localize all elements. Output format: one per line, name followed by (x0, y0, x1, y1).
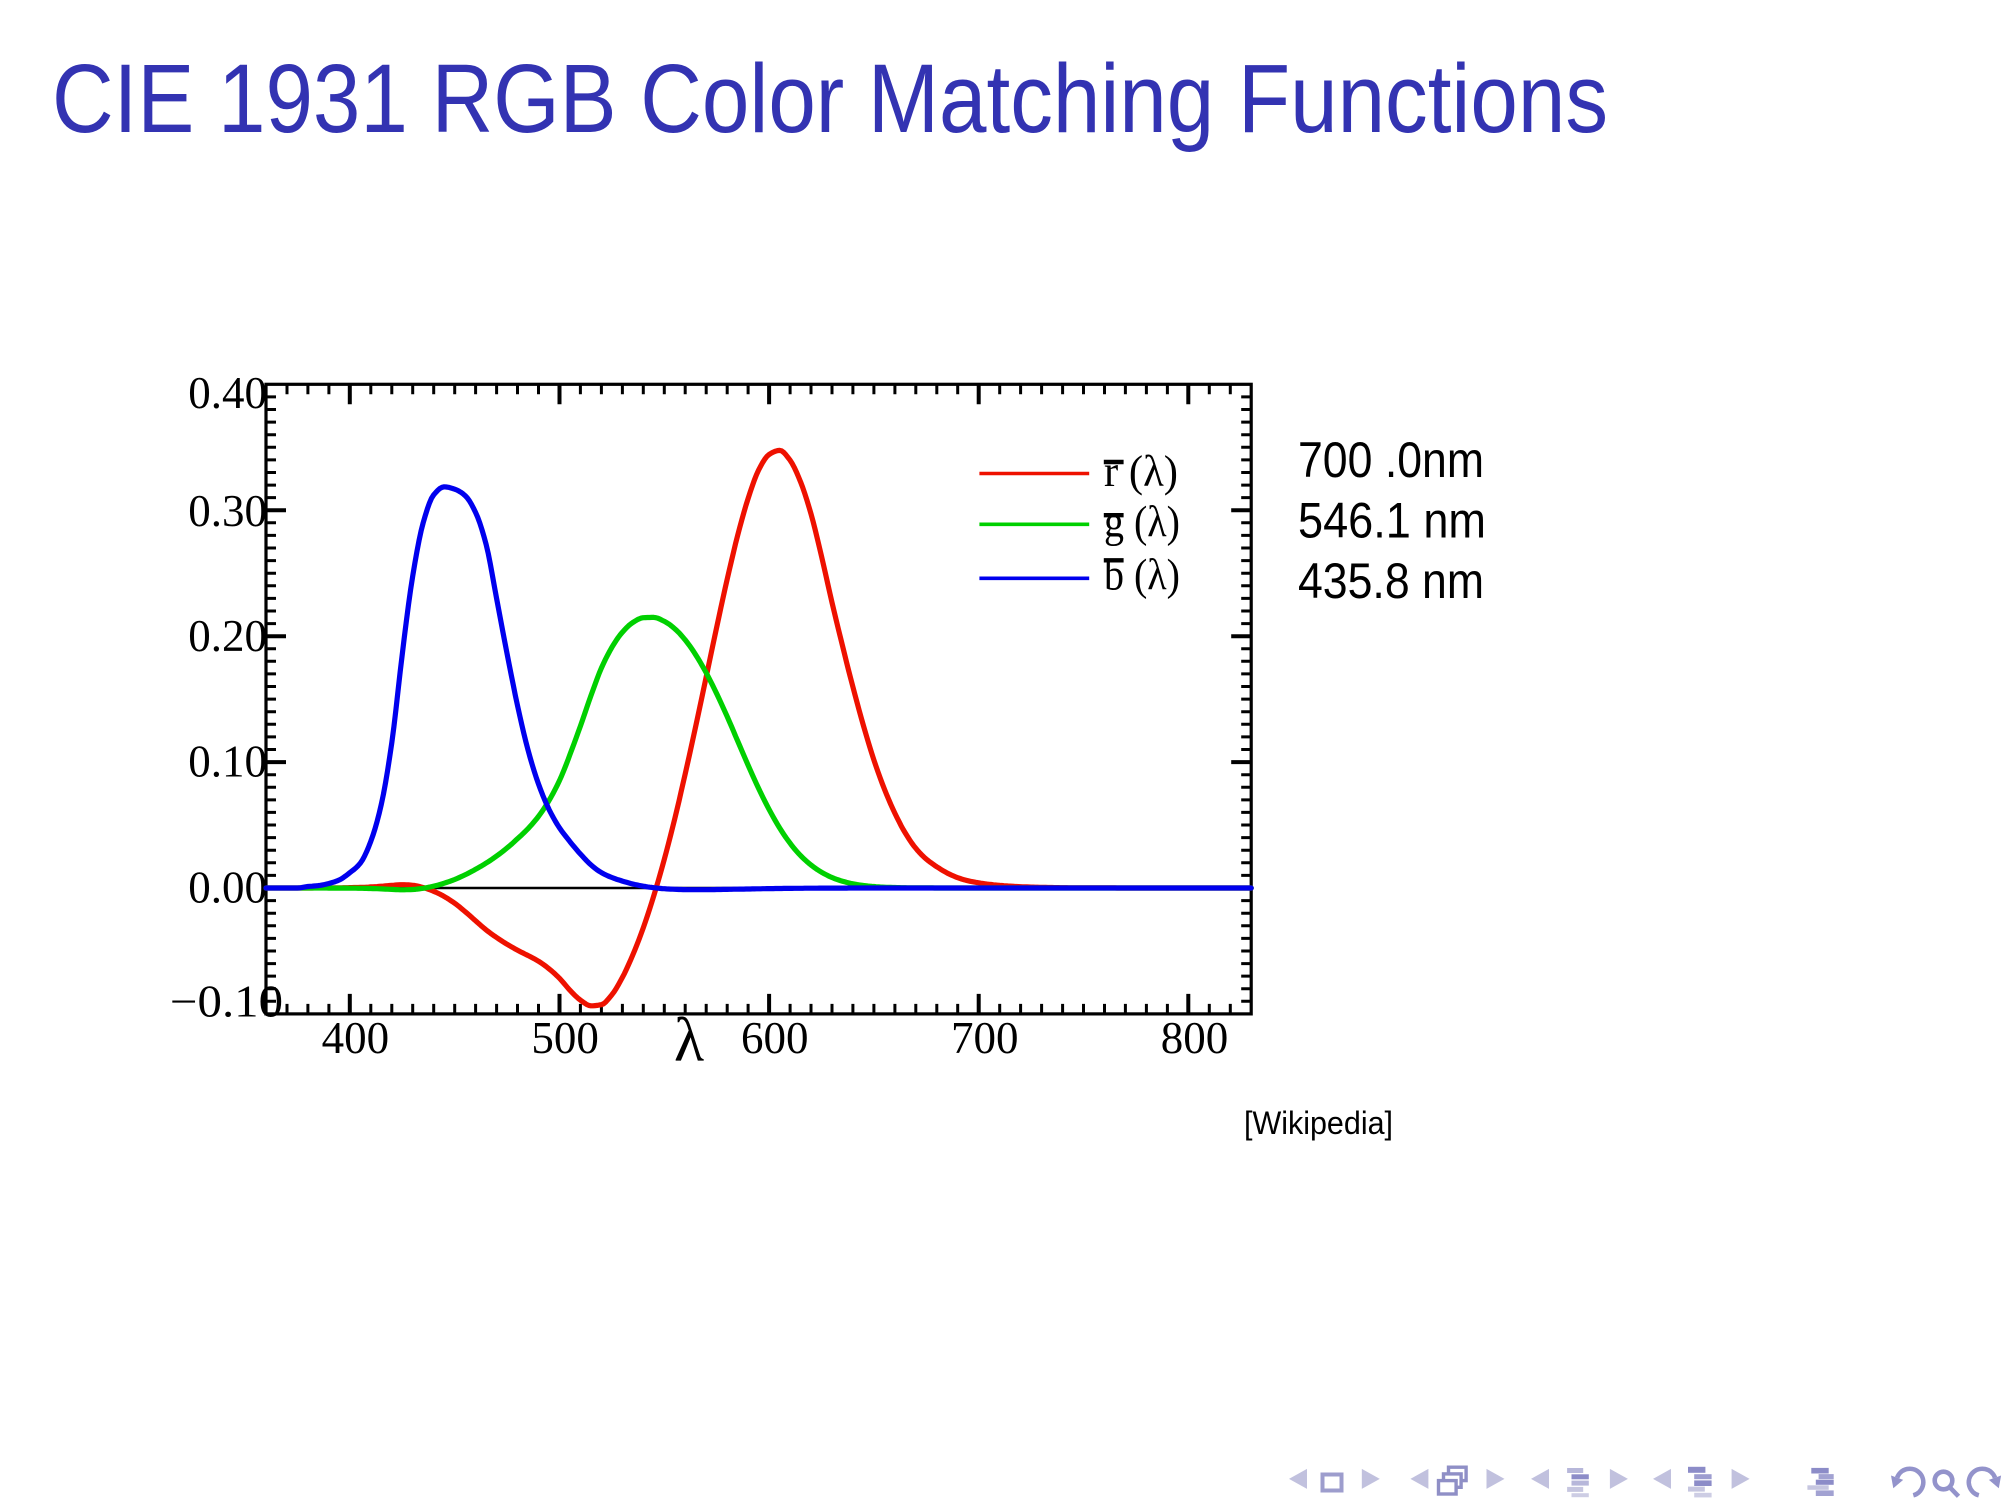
svg-text:435.8 nm: 435.8 nm (1298, 553, 1484, 609)
svg-text:b (λ): b (λ) (1104, 550, 1180, 599)
svg-text:g (λ): g (λ) (1104, 498, 1180, 547)
svg-text:[Wikipedia]: [Wikipedia] (1244, 1105, 1393, 1141)
svg-text:600: 600 (741, 1013, 809, 1063)
svg-text:700: 700 (951, 1013, 1019, 1063)
svg-text:800: 800 (1161, 1013, 1229, 1063)
svg-text:0.40: 0.40 (188, 368, 267, 418)
svg-text:0.10: 0.10 (188, 737, 267, 787)
svg-text:0.00: 0.00 (188, 863, 267, 913)
svg-text:CIE 1931 RGB Color Matching Fu: CIE 1931 RGB Color Matching Functions (52, 44, 1608, 153)
svg-text:λ: λ (674, 1007, 704, 1075)
svg-text:−0.10: −0.10 (170, 976, 283, 1026)
svg-text:500: 500 (531, 1013, 599, 1063)
svg-text:r (λ): r (λ) (1104, 447, 1178, 496)
svg-text:546.1 nm: 546.1 nm (1298, 493, 1486, 549)
svg-text:700 .0nm: 700 .0nm (1298, 432, 1484, 488)
svg-text:400: 400 (322, 1013, 390, 1063)
svg-text:0.30: 0.30 (188, 486, 267, 536)
svg-text:0.20: 0.20 (188, 611, 267, 661)
